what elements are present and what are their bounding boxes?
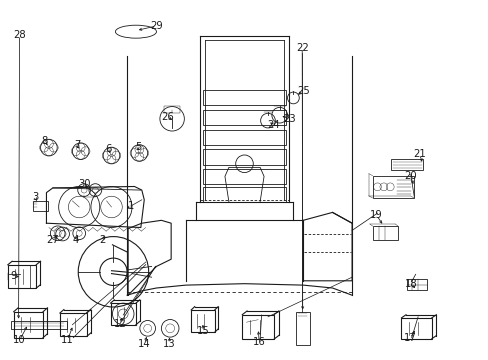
Bar: [14, 312, 43, 338]
Text: 8: 8: [42, 136, 48, 146]
Bar: [191, 310, 214, 332]
Text: 11: 11: [61, 335, 74, 345]
Text: 5: 5: [134, 142, 141, 152]
Bar: [203, 187, 285, 202]
Bar: [295, 312, 309, 345]
Text: 16: 16: [252, 337, 265, 347]
Text: 27: 27: [46, 235, 59, 246]
Bar: [33, 201, 48, 211]
Text: 22: 22: [295, 42, 308, 53]
Text: 21: 21: [412, 149, 425, 159]
Bar: [203, 130, 285, 145]
Bar: [406, 279, 427, 290]
Text: 12: 12: [113, 319, 126, 329]
Text: 9: 9: [10, 271, 17, 282]
Bar: [242, 315, 274, 339]
Bar: [203, 149, 285, 165]
Text: 19: 19: [369, 210, 382, 220]
Text: 4: 4: [73, 235, 79, 246]
Text: 24: 24: [267, 120, 280, 130]
Text: 7: 7: [74, 140, 81, 150]
Bar: [203, 169, 285, 184]
Bar: [372, 226, 397, 240]
Bar: [401, 318, 431, 339]
Text: 28: 28: [13, 30, 26, 40]
Text: 26: 26: [161, 112, 173, 122]
Bar: [390, 159, 422, 170]
Text: 17: 17: [403, 333, 415, 343]
Bar: [203, 110, 285, 125]
Text: 30: 30: [78, 179, 90, 189]
Bar: [8, 265, 36, 288]
Bar: [163, 106, 180, 113]
Bar: [110, 303, 136, 325]
Text: 13: 13: [162, 339, 175, 349]
Bar: [203, 90, 285, 105]
Text: 1: 1: [127, 201, 134, 211]
Text: 20: 20: [404, 171, 416, 181]
Text: 3: 3: [32, 192, 38, 202]
Text: 15: 15: [196, 326, 209, 336]
Text: 6: 6: [105, 144, 112, 154]
Bar: [60, 313, 87, 336]
Bar: [11, 321, 67, 329]
Text: 25: 25: [296, 86, 309, 96]
Text: 18: 18: [404, 279, 416, 289]
Bar: [372, 176, 413, 198]
Text: 14: 14: [138, 339, 150, 349]
Text: 23: 23: [283, 114, 295, 124]
Text: 29: 29: [150, 21, 163, 31]
Text: 10: 10: [13, 335, 26, 345]
Text: 2: 2: [99, 235, 106, 246]
